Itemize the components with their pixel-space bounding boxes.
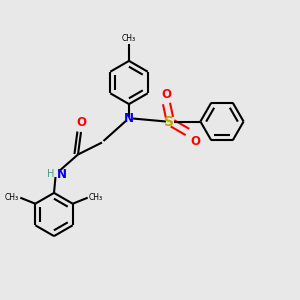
Text: H: H — [46, 169, 54, 179]
Text: O: O — [161, 88, 172, 100]
Text: N: N — [124, 112, 134, 125]
Text: N: N — [56, 167, 66, 181]
Text: S: S — [164, 115, 175, 128]
Text: CH₃: CH₃ — [5, 193, 19, 202]
Text: CH₃: CH₃ — [122, 34, 136, 43]
Text: O: O — [76, 116, 86, 129]
Text: CH₃: CH₃ — [89, 193, 103, 202]
Text: O: O — [190, 135, 200, 148]
